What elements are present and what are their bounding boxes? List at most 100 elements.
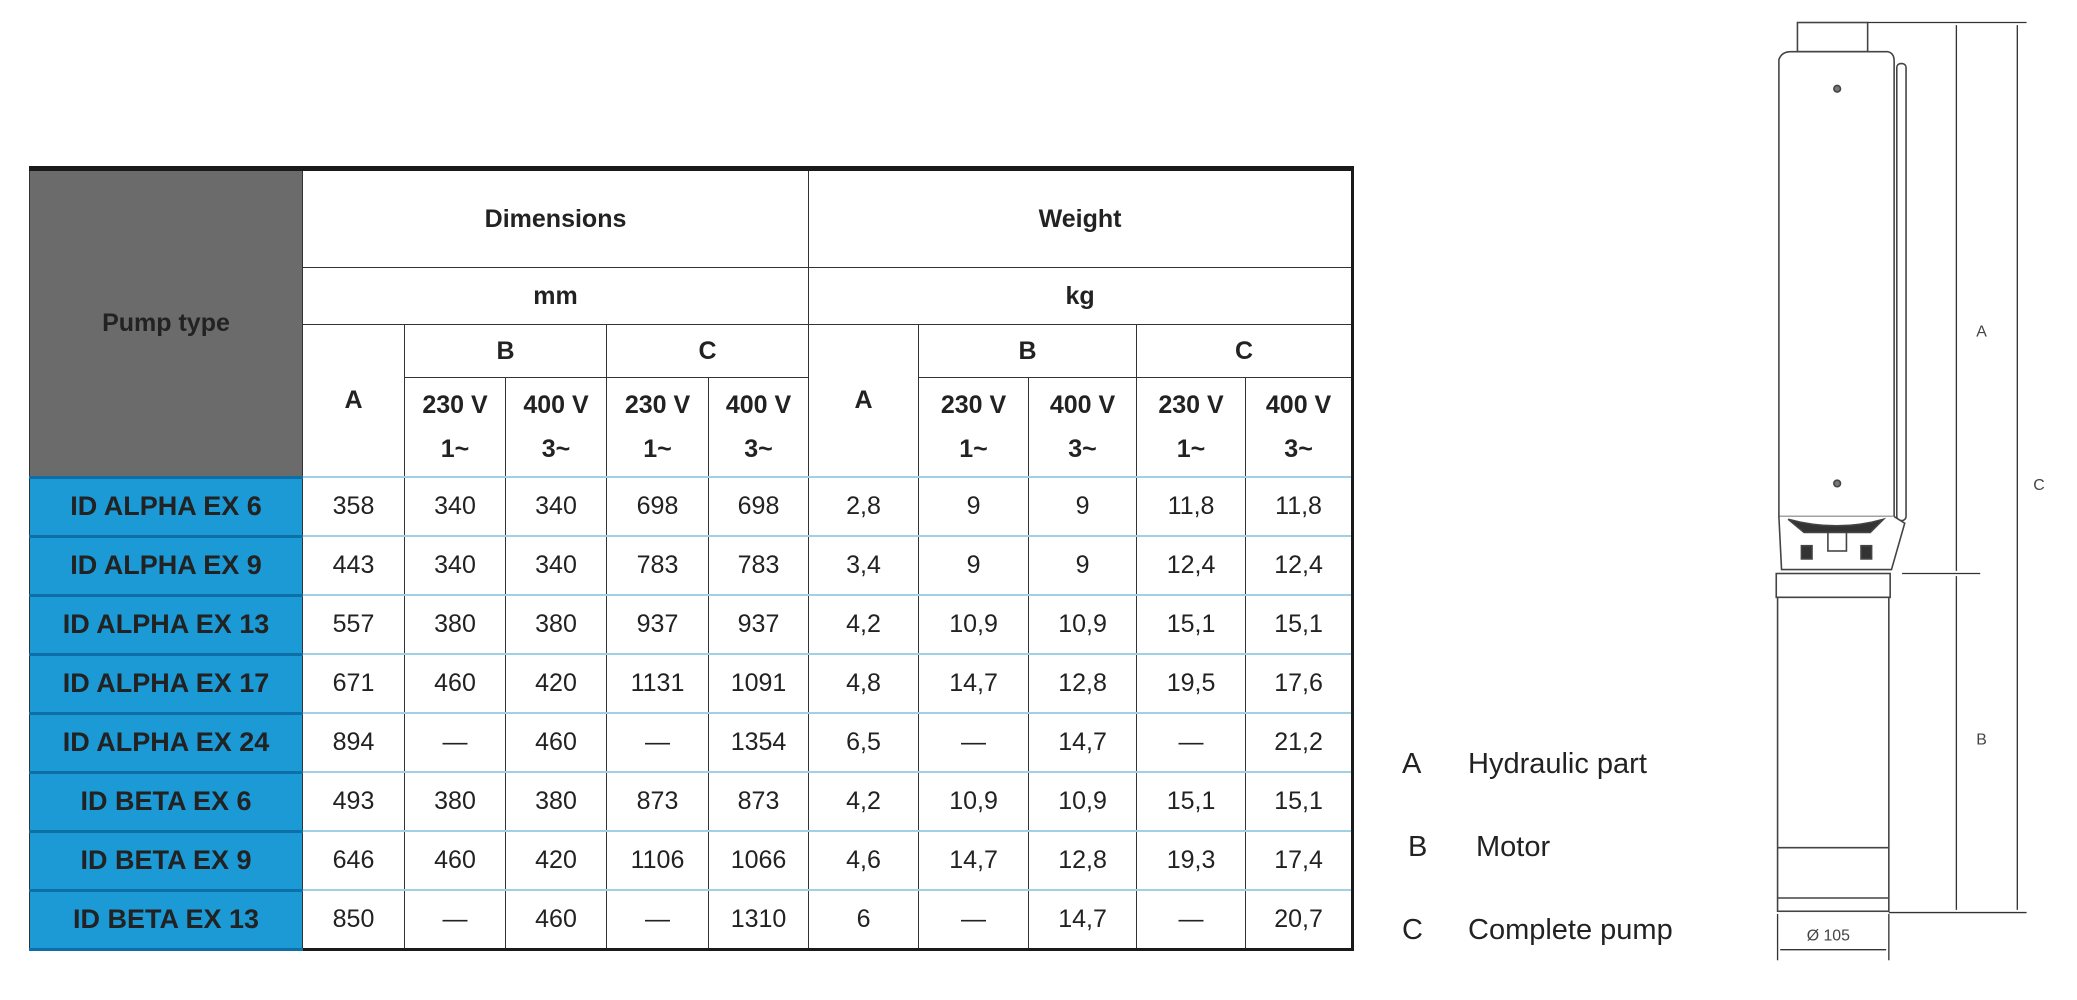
- table-cell: 9: [1028, 535, 1138, 596]
- table-cell: 380: [505, 771, 607, 832]
- table-cell: 460: [505, 889, 607, 950]
- table-cell: —: [1136, 712, 1247, 773]
- voltage-text: 1~: [1176, 435, 1206, 463]
- table-cell: 9: [918, 476, 1030, 537]
- pump-spec-table: Pump type Dimensions Weight mm kg A B C …: [29, 166, 1355, 951]
- legend: A Hydraulic part B Motor C Complete pump: [1402, 0, 1802, 1000]
- table-cell: 19,5: [1136, 653, 1247, 714]
- table-cell: 937: [606, 594, 709, 655]
- dim-col-c: C: [605, 324, 810, 378]
- voltage-text: 400 V: [1049, 391, 1116, 419]
- dim-label-c: C: [2033, 477, 2044, 494]
- pump-name: ID ALPHA EX 17: [29, 652, 303, 715]
- voltage-text: 1~: [643, 435, 672, 463]
- table-cell: 460: [505, 712, 607, 773]
- voltage-230v-header: 230 V 1~: [606, 377, 709, 478]
- table-cell: 3,4: [808, 535, 920, 596]
- voltage-text: 230 V: [624, 391, 691, 419]
- table-cell: 380: [404, 594, 506, 655]
- table-cell: 380: [505, 594, 607, 655]
- table-cell: —: [918, 889, 1030, 950]
- pump-name: ID ALPHA EX 9: [29, 534, 303, 597]
- wt-col-c: C: [1136, 324, 1354, 378]
- table-cell: 783: [606, 535, 709, 596]
- table-cell: 10,9: [918, 771, 1030, 832]
- table-cell: 6,5: [808, 712, 920, 773]
- table-cell: 340: [505, 476, 607, 537]
- pump-outline: [1775, 21, 1907, 913]
- dimensions-header: Dimensions: [301, 168, 810, 268]
- voltage-text: 1~: [959, 435, 988, 463]
- table-cell: 12,8: [1028, 653, 1138, 714]
- table-cell: 1354: [707, 712, 810, 773]
- table-cell: 12,8: [1028, 830, 1138, 891]
- legend-letter: A: [1402, 748, 1422, 780]
- table-cell: 557: [302, 594, 405, 655]
- wt-col-a: A: [808, 324, 920, 478]
- table-cell: 4,2: [808, 594, 920, 655]
- table-cell: 14,7: [918, 653, 1030, 714]
- table-cell: 894: [302, 712, 405, 773]
- table-cell: 15,1: [1245, 594, 1354, 655]
- table-cell: 12,4: [1245, 535, 1354, 596]
- dimensions-unit: mm: [301, 267, 810, 325]
- table-cell: 15,1: [1245, 771, 1354, 832]
- table-cell: 1106: [606, 830, 709, 891]
- table-cell: 1310: [707, 889, 810, 950]
- table-cell: 460: [404, 653, 506, 714]
- voltage-400v-header: 400 V 3~: [1245, 377, 1354, 478]
- legend-text: Hydraulic part: [1468, 748, 1647, 780]
- table-row: ID BETA EX 13 850—460—1310 6—14,7—20,7: [29, 888, 1354, 951]
- table-cell: 17,6: [1245, 653, 1354, 714]
- dimension-lines: [1776, 21, 2027, 961]
- weight-header: Weight: [808, 168, 1354, 268]
- table-cell: 12,4: [1136, 535, 1247, 596]
- voltage-text: 400 V: [523, 391, 589, 419]
- pump-name: ID ALPHA EX 24: [29, 711, 303, 774]
- table-cell: 11,8: [1136, 476, 1247, 537]
- weight-unit: kg: [808, 267, 1354, 325]
- table-row: ID ALPHA EX 6 358 340 340 698 698 2,8 9 9 11,8 11,…: [29, 475, 1354, 538]
- table-cell: 1091: [707, 653, 810, 714]
- legend-letter: B: [1408, 831, 1428, 863]
- pump-name: ID BETA EX 9: [29, 829, 303, 892]
- dim-col-b: B: [404, 324, 607, 378]
- voltage-230v-header: 230 V 1~: [918, 377, 1030, 478]
- table-cell: 698: [707, 476, 810, 537]
- table-row: ID ALPHA EX 24 894—460—1354 6,5—14,7—21,2: [29, 711, 1354, 774]
- pump-name: ID BETA EX 6: [29, 770, 303, 833]
- dim-label-b: B: [1976, 731, 1987, 748]
- table-cell: 4,2: [808, 771, 920, 832]
- table-cell: 873: [707, 771, 810, 832]
- table-cell: 420: [505, 830, 607, 891]
- table-row: ID ALPHA EX 13 557 380 380 937 937 4,2 10,9 10,9…: [29, 593, 1354, 656]
- table-cell: 14,7: [1028, 712, 1138, 773]
- voltage-230v-header: 230 V 1~: [404, 377, 506, 478]
- table-cell: 358: [302, 476, 405, 537]
- table-cell: 4,6: [808, 830, 920, 891]
- table-cell: 1066: [707, 830, 810, 891]
- voltage-text: 3~: [1284, 435, 1313, 463]
- table-cell: —: [606, 712, 709, 773]
- diameter-label: Ø 105: [1807, 927, 1850, 944]
- legend-letter: C: [1402, 914, 1423, 946]
- pump-type-header: Pump type: [29, 168, 303, 478]
- table-cell: 6: [808, 889, 920, 950]
- voltage-230v-header: 230 V 1~: [1136, 377, 1247, 478]
- pump-name: ID ALPHA EX 6: [29, 475, 303, 538]
- table-cell: 14,7: [1028, 889, 1138, 950]
- table-cell: 646: [302, 830, 405, 891]
- voltage-text: 230 V: [940, 391, 1007, 419]
- voltage-text: 3~: [744, 435, 773, 463]
- table-cell: 9: [918, 535, 1030, 596]
- wt-col-b: B: [918, 324, 1138, 378]
- legend-text: Motor: [1476, 831, 1551, 863]
- voltage-text: 400 V: [1265, 391, 1332, 419]
- table-cell: —: [404, 889, 506, 950]
- table-cell: 340: [404, 535, 506, 596]
- table-cell: 10,9: [1028, 771, 1138, 832]
- table-cell: 493: [302, 771, 405, 832]
- table-cell: 873: [606, 771, 709, 832]
- voltage-text: 3~: [541, 435, 571, 463]
